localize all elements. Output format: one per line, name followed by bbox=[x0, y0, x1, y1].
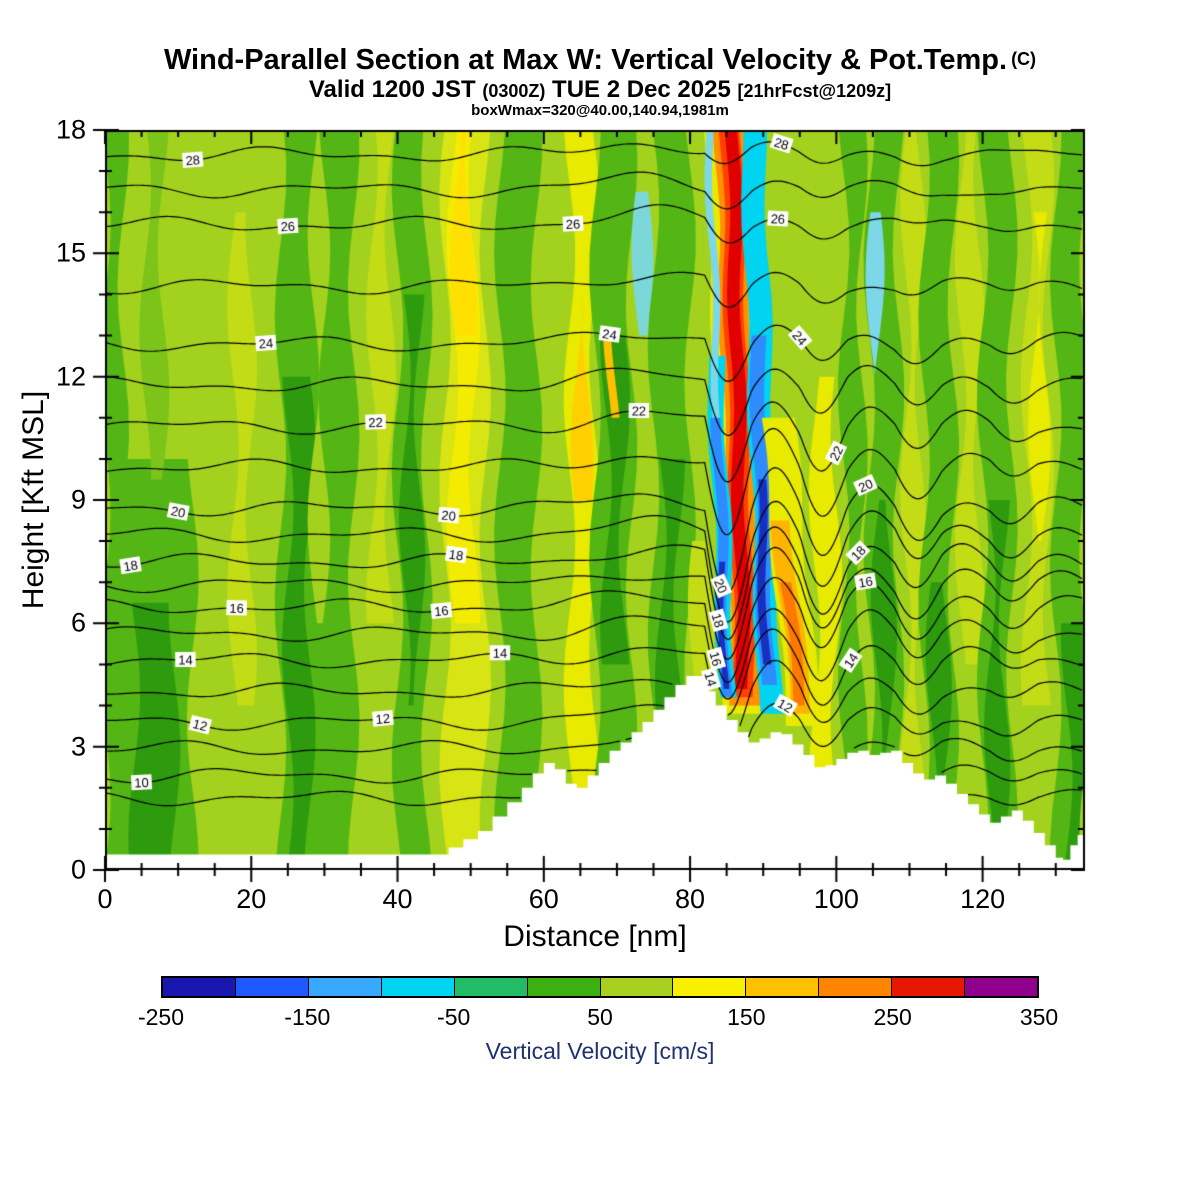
x-tick-label: 40 bbox=[382, 884, 413, 914]
colorbar-segment bbox=[600, 978, 674, 996]
x-axis-label: Distance [nm] bbox=[503, 920, 687, 953]
chart-title: Wind-Parallel Section at Max W: Vertical… bbox=[0, 44, 1200, 77]
colorbar-tick-label: -250 bbox=[137, 1004, 185, 1030]
y-tick-label: 6 bbox=[70, 607, 86, 638]
x-tick-label: 0 bbox=[97, 884, 113, 914]
y-tick-label: 18 bbox=[55, 114, 86, 145]
colorbar-segment bbox=[965, 978, 1038, 996]
colorbar-tick-label: -50 bbox=[437, 1004, 471, 1030]
colorbar-tick-label: 250 bbox=[873, 1004, 912, 1030]
colorbar-tick-label: -150 bbox=[284, 1004, 331, 1030]
x-tick-label: 80 bbox=[675, 884, 706, 914]
x-tick-label: 60 bbox=[528, 884, 559, 914]
colorbar-segment bbox=[673, 978, 747, 996]
colorbar-tick-label: 150 bbox=[727, 1004, 766, 1030]
colorbar-segment bbox=[235, 978, 309, 996]
x-tick-label: 20 bbox=[236, 884, 267, 914]
chart-title-text: Wind-Parallel Section at Max W: Vertical… bbox=[163, 44, 1008, 76]
colorbar-segment bbox=[454, 978, 528, 996]
x-tick-label: 120 bbox=[960, 884, 1006, 914]
colorbar-segment bbox=[381, 978, 455, 996]
colorbar bbox=[161, 976, 1039, 998]
colorbar-segment bbox=[892, 978, 966, 996]
colorbar-tick-label: 50 bbox=[587, 1004, 613, 1030]
valid-time-zulu: (0300Z) bbox=[482, 81, 546, 101]
y-tick-label: 3 bbox=[70, 731, 86, 762]
colorbar-segment bbox=[527, 978, 601, 996]
x-tick-label: 100 bbox=[813, 884, 859, 914]
valid-date: TUE 2 Dec 2025 bbox=[552, 76, 731, 103]
colorbar-tick-label: 350 bbox=[1019, 1004, 1059, 1030]
forecast-info: [21hrFcst@1209z] bbox=[737, 81, 892, 101]
y-tick-label: 0 bbox=[70, 854, 86, 885]
y-axis-label: Height [Kft MSL] bbox=[17, 390, 50, 610]
chart-title-unit: (C) bbox=[1011, 49, 1037, 69]
colorbar-segment bbox=[308, 978, 382, 996]
valid-time: Valid 1200 JST bbox=[308, 76, 476, 103]
colorbar-segment bbox=[746, 978, 820, 996]
colorbar-label: Vertical Velocity [cm/s] bbox=[485, 1038, 715, 1064]
colorbar-tick-labels: -250 -150 -50 50 150 250 350 bbox=[138, 1004, 1058, 1032]
y-tick-label: 12 bbox=[55, 361, 86, 392]
colorbar-segment bbox=[819, 978, 893, 996]
y-tick-label: 9 bbox=[70, 484, 86, 515]
y-tick-label: 15 bbox=[55, 237, 86, 268]
cross-section-plot bbox=[85, 122, 1105, 890]
wmax-annotation: boxWmax=320@40.00,140.94,1981m bbox=[471, 102, 729, 119]
chart-subtitle: Valid 1200 JST (0300Z) TUE 2 Dec 2025 [2… bbox=[0, 76, 1200, 104]
colorbar-segment bbox=[163, 978, 236, 996]
